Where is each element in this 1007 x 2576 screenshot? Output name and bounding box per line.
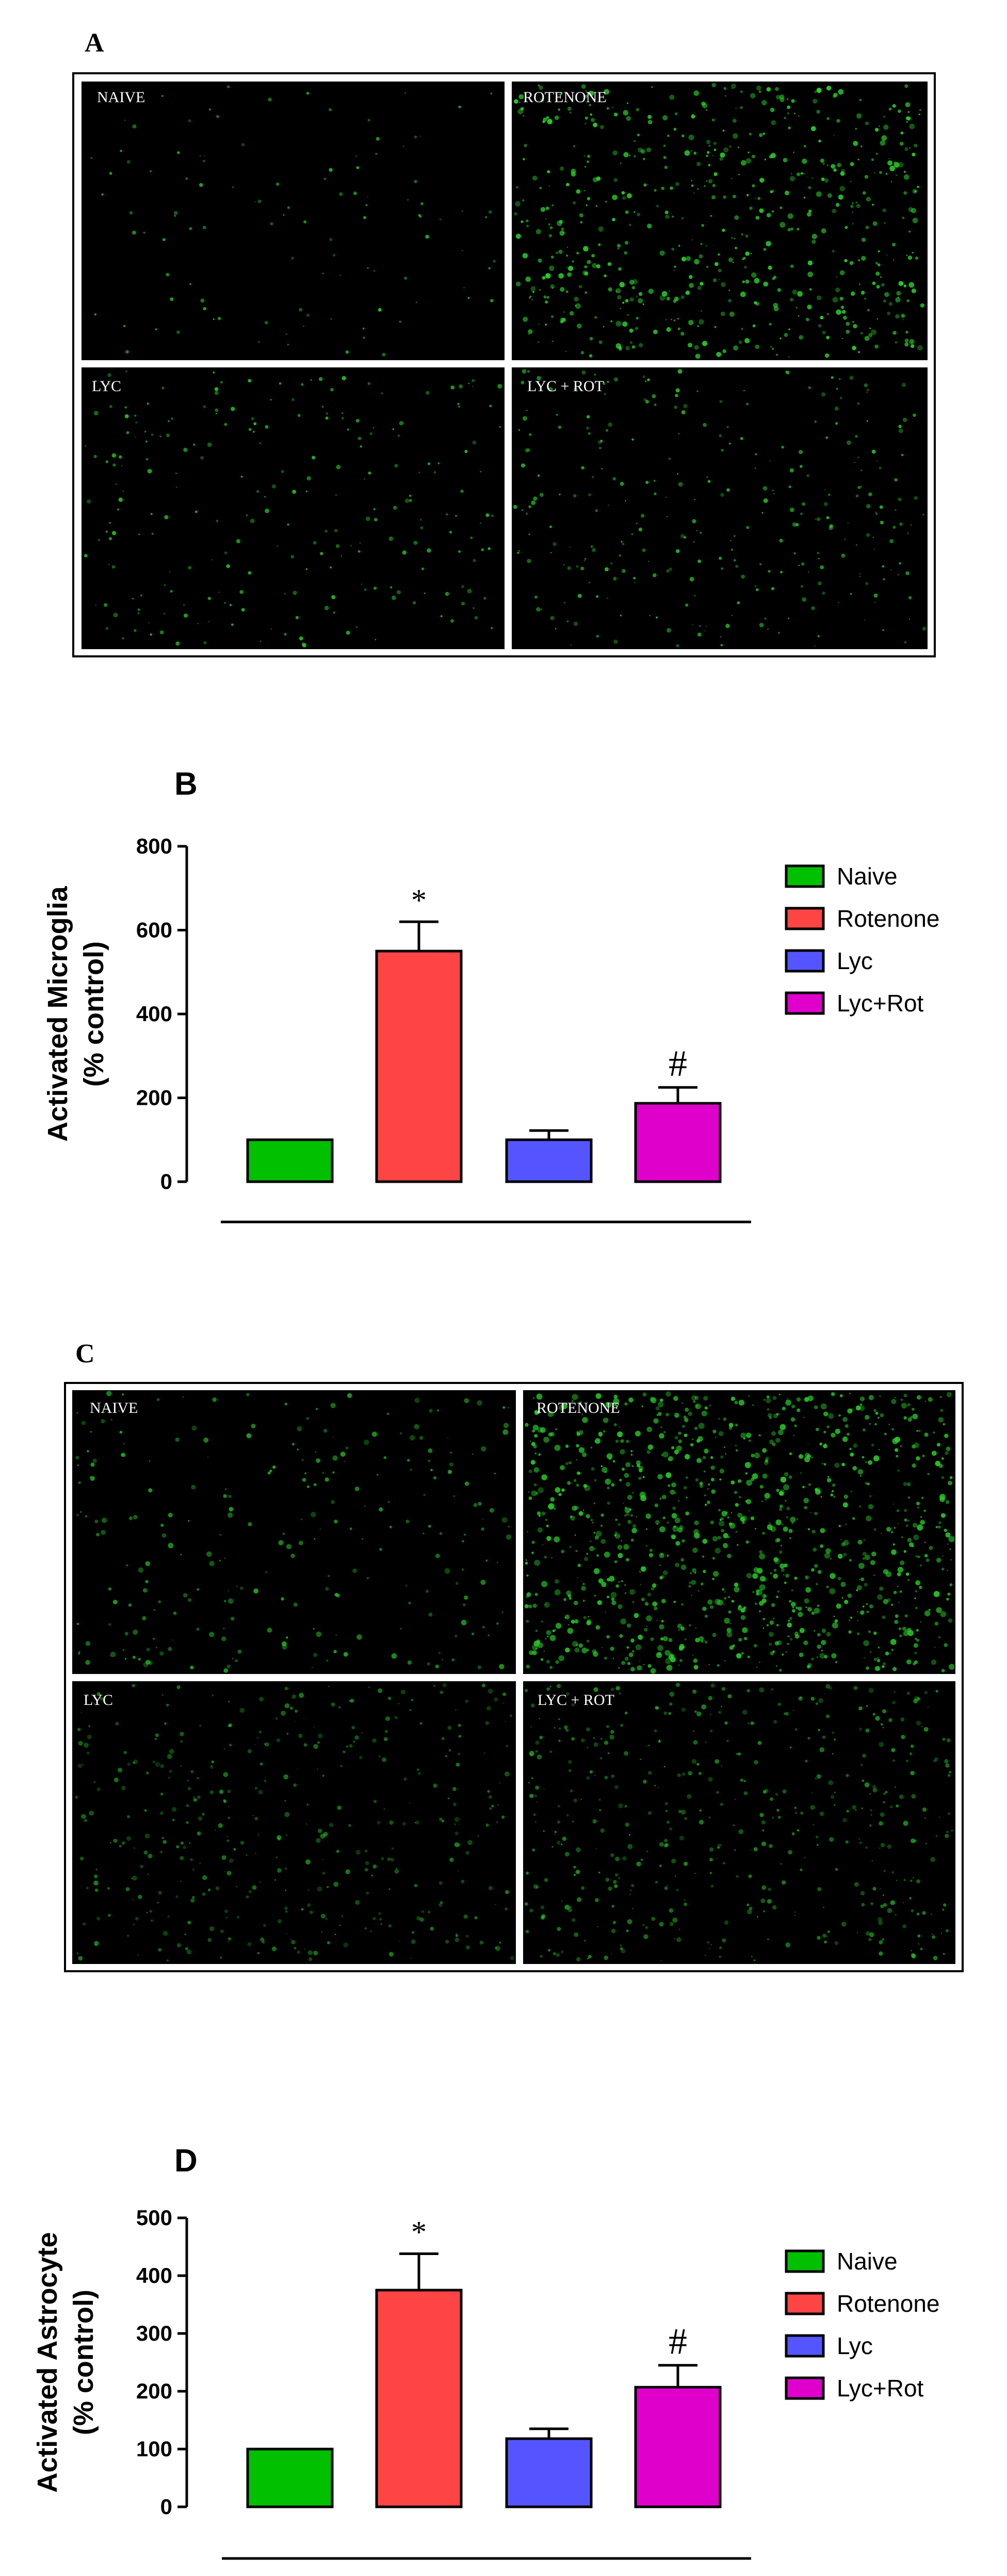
image-label-lyc: LYC <box>92 378 121 395</box>
legend-label: Lyc+Rot <box>837 990 924 1017</box>
legend-label: Lyc <box>837 947 873 974</box>
y-tick-label: 0 <box>160 1169 172 1194</box>
bar-naive <box>246 1138 334 1183</box>
panel-a-letter: A <box>85 28 104 58</box>
y-axis-label: Activated Microglia <box>42 886 73 1141</box>
y-tick-label: 200 <box>136 1086 172 1110</box>
legend-swatch <box>785 907 825 930</box>
bar-lyc <box>505 1138 593 1183</box>
image-label-lyc: LYC <box>84 1692 113 1709</box>
panel-c-letter: C <box>75 1339 95 1369</box>
significance-asterisk: * <box>411 2215 427 2249</box>
legend-label: Rotenone <box>837 2290 940 2317</box>
y-tick-label: 600 <box>136 918 172 942</box>
y-axis-label-unit: (% control) <box>68 2290 99 2435</box>
legend-swatch <box>785 2376 825 2400</box>
y-tick-label: 800 <box>136 834 172 858</box>
image-label-lyc-rot: LYC + ROT <box>538 1692 614 1709</box>
significance-hash: # <box>669 1043 687 1084</box>
legend-swatch <box>785 2292 825 2315</box>
image-label-naive: NAIVE <box>90 1399 138 1416</box>
legend-label: Naive <box>837 863 898 890</box>
y-tick-label: 100 <box>136 2437 172 2461</box>
y-tick-label: 400 <box>136 2263 172 2288</box>
y-tick-label: 500 <box>136 2205 172 2230</box>
bar-rotenone <box>375 949 463 1183</box>
image-label-naive: NAIVE <box>97 89 145 106</box>
legend-label: Lyc <box>837 2332 873 2359</box>
chart-d: 0 100 200 300 400 500 Activated Astrocyte (% co… <box>32 2205 940 2560</box>
panel-a-micrographs <box>82 82 928 649</box>
legend-label: Rotenone <box>837 905 940 932</box>
legend-label: Lyc+Rot <box>837 2375 924 2402</box>
y-tick-label: 0 <box>160 2494 172 2519</box>
bar-naive <box>246 2448 334 2508</box>
panel-c-micrographs <box>72 1390 955 1964</box>
y-tick-label: 300 <box>136 2321 172 2345</box>
y-tick-label: 200 <box>136 2379 172 2403</box>
y-axis-label: Activated Astrocyte <box>32 2232 63 2492</box>
legend-swatch <box>785 2334 825 2358</box>
legend-swatch <box>785 949 825 973</box>
legend-swatch <box>785 2249 825 2273</box>
image-label-rotenone: ROTENONE <box>523 89 607 106</box>
legend-swatch <box>785 864 825 888</box>
significance-hash: # <box>669 2321 687 2362</box>
bar-lyc <box>505 2437 593 2508</box>
chart-b: 0 200 400 600 800 Activated Microglia (% contr… <box>42 834 940 1223</box>
panel-b-letter: B <box>174 766 198 802</box>
legend-label: Naive <box>837 2248 898 2275</box>
legend-swatch <box>785 991 825 1015</box>
image-label-lyc-rot: LYC + ROT <box>527 378 604 395</box>
bar-lyc-rot <box>634 1102 722 1183</box>
bar-rotenone <box>375 2289 463 2508</box>
significance-asterisk: * <box>411 883 427 917</box>
panel-d-letter: D <box>174 2143 198 2179</box>
bar-lyc-rot <box>634 2386 722 2508</box>
y-axis-label-unit: (% control) <box>78 941 109 1087</box>
image-label-rotenone: ROTENONE <box>537 1399 620 1416</box>
y-tick-label: 400 <box>136 1002 172 1026</box>
